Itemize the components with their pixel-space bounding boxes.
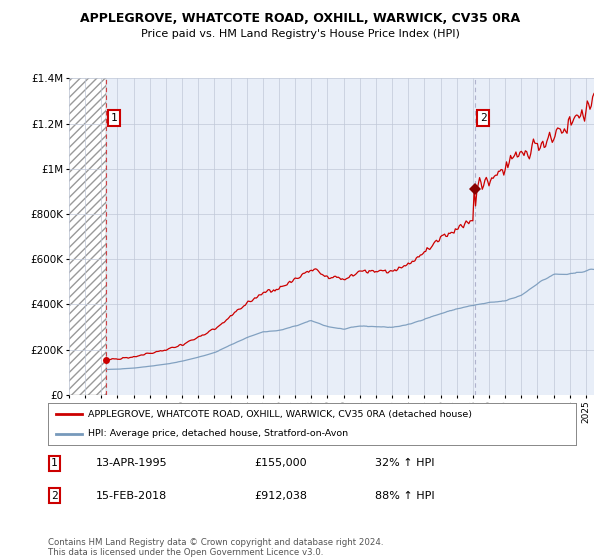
- Text: £912,038: £912,038: [254, 491, 307, 501]
- Text: 2: 2: [479, 113, 487, 123]
- Text: 88% ↑ HPI: 88% ↑ HPI: [376, 491, 435, 501]
- Text: 13-APR-1995: 13-APR-1995: [95, 459, 167, 468]
- Text: Contains HM Land Registry data © Crown copyright and database right 2024.
This d: Contains HM Land Registry data © Crown c…: [48, 538, 383, 557]
- Text: 1: 1: [111, 113, 118, 123]
- Text: £155,000: £155,000: [254, 459, 307, 468]
- Bar: [69, 78, 106, 395]
- Text: 15-FEB-2018: 15-FEB-2018: [95, 491, 167, 501]
- Text: HPI: Average price, detached house, Stratford-on-Avon: HPI: Average price, detached house, Stra…: [88, 429, 348, 438]
- Text: APPLEGROVE, WHATCOTE ROAD, OXHILL, WARWICK, CV35 0RA (detached house): APPLEGROVE, WHATCOTE ROAD, OXHILL, WARWI…: [88, 409, 472, 419]
- Text: 1: 1: [51, 459, 58, 468]
- Text: 2: 2: [51, 491, 58, 501]
- Text: APPLEGROVE, WHATCOTE ROAD, OXHILL, WARWICK, CV35 0RA: APPLEGROVE, WHATCOTE ROAD, OXHILL, WARWI…: [80, 12, 520, 25]
- Text: Price paid vs. HM Land Registry's House Price Index (HPI): Price paid vs. HM Land Registry's House …: [140, 29, 460, 39]
- Text: 32% ↑ HPI: 32% ↑ HPI: [376, 459, 435, 468]
